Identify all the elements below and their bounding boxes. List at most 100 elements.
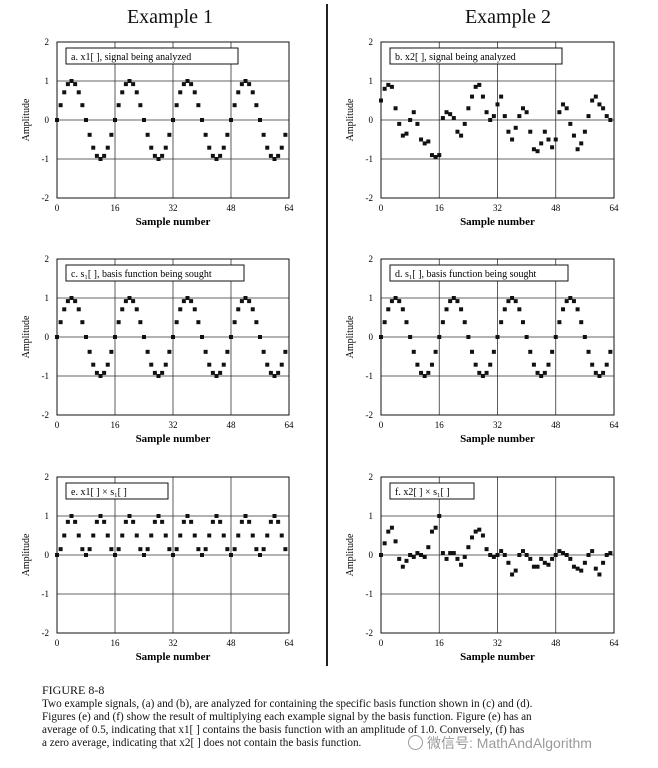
data-point (517, 114, 522, 119)
data-point (80, 547, 85, 552)
data-point (379, 553, 383, 557)
data-point (484, 547, 489, 552)
x-tick-label: 16 (435, 420, 445, 430)
data-point (404, 131, 409, 136)
data-point (520, 106, 525, 111)
data-point (495, 102, 500, 107)
data-point (156, 374, 161, 378)
data-point (200, 335, 204, 339)
data-point (131, 519, 136, 524)
data-point (499, 549, 504, 554)
data-point (426, 545, 431, 550)
data-point (214, 374, 219, 378)
data-point (477, 527, 482, 532)
data-point (499, 94, 504, 99)
data-point (397, 121, 402, 126)
y-tick-label: 2 (45, 37, 50, 47)
x-axis-label: Sample number (460, 651, 535, 663)
data-point (200, 118, 204, 122)
x-tick-label: 64 (285, 203, 295, 213)
data-point (389, 84, 394, 89)
data-point (608, 118, 613, 122)
data-point (553, 553, 558, 557)
data-point (145, 547, 150, 552)
data-point (247, 519, 252, 524)
data-point (109, 349, 114, 354)
data-point (236, 533, 241, 538)
data-point (488, 118, 493, 122)
data-point (178, 307, 183, 312)
data-point (459, 307, 464, 312)
data-point (502, 553, 507, 557)
data-point (261, 547, 266, 552)
data-point (134, 533, 139, 538)
data-point (229, 335, 233, 339)
data-point (102, 153, 107, 158)
data-point (393, 539, 398, 544)
data-point (69, 296, 74, 300)
data-point (279, 533, 284, 538)
x-tick-label: 64 (285, 420, 295, 430)
data-point (185, 79, 190, 83)
data-point (510, 137, 515, 142)
panel-d: 0 16 32 48 64 -2 -1 0 1 2 Sample number Amplitude d.… (345, 254, 619, 445)
data-point (480, 533, 485, 538)
data-point (455, 129, 460, 134)
data-point (91, 362, 96, 367)
data-point (265, 533, 270, 538)
data-point (451, 116, 456, 121)
x-tick-label: 48 (551, 638, 561, 648)
data-point (506, 129, 511, 134)
x-axis-label: Sample number (460, 433, 535, 445)
data-point (94, 519, 99, 524)
data-point (502, 114, 507, 119)
data-point (451, 551, 456, 556)
data-point (203, 132, 208, 137)
data-point (171, 335, 175, 339)
data-point (459, 562, 464, 567)
data-point (55, 335, 59, 339)
x-tick-label: 48 (227, 203, 237, 213)
data-point (517, 307, 522, 312)
data-point (156, 157, 161, 161)
y-tick-label: -1 (366, 371, 374, 381)
x-tick-label: 32 (493, 420, 502, 430)
data-point (389, 525, 394, 530)
data-point (415, 551, 420, 556)
data-point (553, 137, 558, 142)
data-point (239, 519, 244, 524)
data-point (283, 349, 288, 354)
data-point (419, 137, 424, 142)
data-point (163, 145, 168, 150)
figure-caption: FIGURE 8-8 Two example signals, (a) and … (42, 684, 642, 750)
data-point (174, 547, 179, 552)
x-tick-label: 0 (55, 638, 60, 648)
panel-label: d. s₁[ ], basis function being sought (395, 269, 536, 280)
data-point (116, 547, 121, 552)
data-point (601, 370, 606, 375)
data-point (531, 362, 536, 367)
y-tick-label: 1 (45, 76, 50, 86)
data-point (477, 370, 482, 375)
data-point (105, 362, 110, 367)
data-point (400, 564, 405, 569)
data-point (131, 82, 136, 87)
data-point (272, 374, 277, 378)
y-axis-label: Amplitude (21, 533, 32, 576)
x-tick-label: 64 (610, 203, 620, 213)
y-tick-label: -2 (366, 193, 374, 203)
x-axis-label: Sample number (136, 433, 211, 445)
data-point (265, 145, 270, 150)
data-point (601, 106, 606, 111)
x-axis-label: Sample number (136, 216, 211, 228)
data-point (524, 335, 529, 339)
data-point (218, 153, 223, 158)
data-point (429, 362, 434, 367)
data-point (102, 370, 107, 375)
data-point (444, 556, 449, 561)
data-point (134, 90, 139, 95)
data-point (429, 153, 434, 158)
data-point (579, 568, 584, 573)
data-point (550, 556, 555, 561)
data-point (564, 106, 569, 111)
